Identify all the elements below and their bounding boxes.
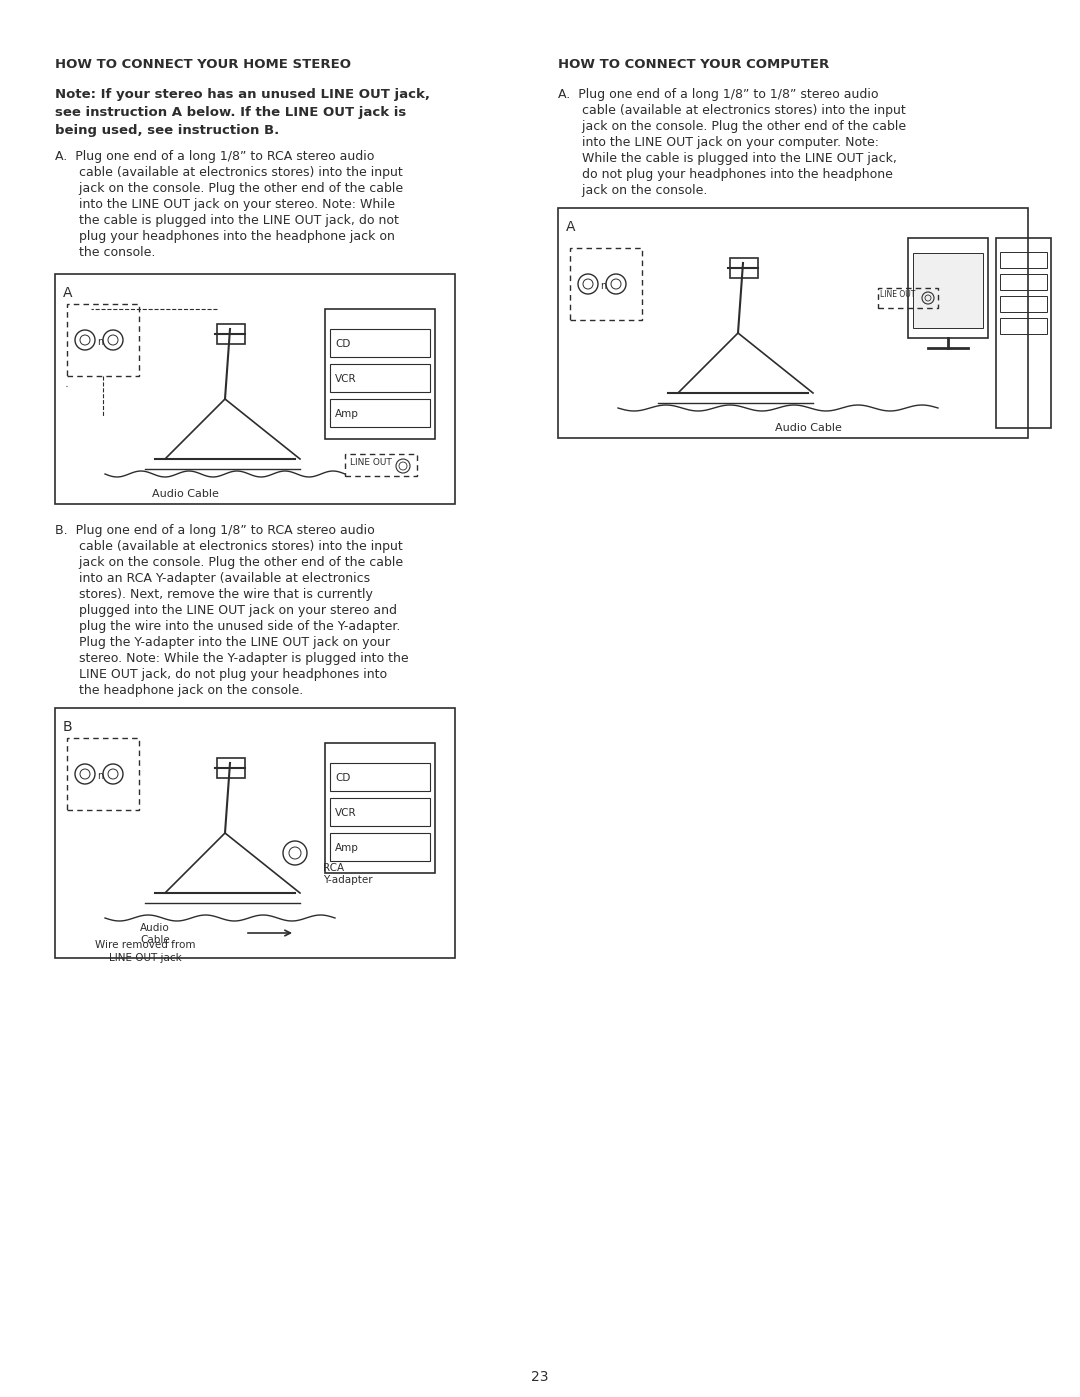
Text: Note: If your stereo has an unused LINE OUT jack,: Note: If your stereo has an unused LINE … — [55, 88, 430, 101]
Text: VCR: VCR — [335, 374, 356, 384]
Bar — [908, 237, 988, 338]
Bar — [558, 208, 1028, 439]
Bar — [55, 274, 455, 504]
Text: B: B — [63, 719, 72, 733]
Text: into an RCA Y-adapter (available at electronics: into an RCA Y-adapter (available at elec… — [55, 571, 370, 585]
Text: Plug the Y-adapter into the LINE OUT jack on your: Plug the Y-adapter into the LINE OUT jac… — [55, 636, 390, 650]
Bar — [730, 258, 758, 278]
Text: the cable is plugged into the LINE OUT jack, do not: the cable is plugged into the LINE OUT j… — [55, 214, 399, 226]
Text: n: n — [600, 281, 606, 291]
Text: Amp: Amp — [335, 409, 359, 419]
Bar — [330, 365, 430, 393]
Text: Audio Cable: Audio Cable — [151, 489, 218, 499]
Text: CD: CD — [335, 773, 350, 782]
Bar — [1000, 274, 1047, 291]
Text: plugged into the LINE OUT jack on your stereo and: plugged into the LINE OUT jack on your s… — [55, 604, 397, 617]
Text: being used, see instruction B.: being used, see instruction B. — [55, 124, 280, 137]
Text: A.  Plug one end of a long 1/8” to 1/8” stereo audio: A. Plug one end of a long 1/8” to 1/8” s… — [558, 88, 878, 101]
Bar — [913, 253, 983, 328]
Text: plug the wire into the unused side of the Y-adapter.: plug the wire into the unused side of th… — [55, 620, 401, 633]
Text: jack on the console. Plug the other end of the cable: jack on the console. Plug the other end … — [55, 556, 403, 569]
Text: do not plug your headphones into the headphone: do not plug your headphones into the hea… — [558, 168, 893, 182]
Text: cable (available at electronics stores) into the input: cable (available at electronics stores) … — [55, 541, 403, 553]
Text: into the LINE OUT jack on your computer. Note:: into the LINE OUT jack on your computer.… — [558, 136, 879, 149]
Text: B.  Plug one end of a long 1/8” to RCA stereo audio: B. Plug one end of a long 1/8” to RCA st… — [55, 524, 375, 536]
Bar — [217, 759, 245, 778]
Bar — [330, 330, 430, 358]
Bar — [330, 400, 430, 427]
Text: n: n — [97, 337, 104, 346]
Text: plug your headphones into the headphone jack on: plug your headphones into the headphone … — [55, 231, 395, 243]
Bar — [570, 249, 642, 320]
Text: 23: 23 — [531, 1370, 549, 1384]
Bar — [55, 708, 455, 958]
Bar — [330, 763, 430, 791]
Bar — [325, 309, 435, 439]
Text: jack on the console. Plug the other end of the cable: jack on the console. Plug the other end … — [55, 182, 403, 196]
Text: CD: CD — [335, 339, 350, 349]
Text: HOW TO CONNECT YOUR HOME STEREO: HOW TO CONNECT YOUR HOME STEREO — [55, 59, 351, 71]
Bar — [325, 743, 435, 873]
Bar — [1000, 296, 1047, 312]
Text: A.  Plug one end of a long 1/8” to RCA stereo audio: A. Plug one end of a long 1/8” to RCA st… — [55, 149, 375, 163]
Text: A: A — [63, 286, 72, 300]
Text: the console.: the console. — [55, 246, 156, 258]
Text: LINE OUT jack: LINE OUT jack — [109, 953, 181, 963]
Text: LINE OUT: LINE OUT — [350, 458, 392, 467]
Text: Audio
Cable: Audio Cable — [140, 923, 170, 944]
Text: A: A — [566, 219, 576, 235]
Text: LINE OUT: LINE OUT — [880, 291, 916, 299]
Bar — [996, 237, 1051, 427]
Bar — [330, 798, 430, 826]
Text: jack on the console. Plug the other end of the cable: jack on the console. Plug the other end … — [558, 120, 906, 133]
Text: stereo. Note: While the Y-adapter is plugged into the: stereo. Note: While the Y-adapter is plu… — [55, 652, 408, 665]
Text: RCA
Y-adapter: RCA Y-adapter — [323, 863, 373, 884]
Text: stores). Next, remove the wire that is currently: stores). Next, remove the wire that is c… — [55, 588, 373, 601]
Text: into the LINE OUT jack on your stereo. Note: While: into the LINE OUT jack on your stereo. N… — [55, 198, 395, 211]
Text: jack on the console.: jack on the console. — [558, 184, 707, 197]
Text: LINE OUT jack, do not plug your headphones into: LINE OUT jack, do not plug your headphon… — [55, 668, 387, 680]
Text: n: n — [97, 771, 104, 781]
Bar — [217, 324, 245, 344]
Bar — [67, 305, 139, 376]
Text: Amp: Amp — [335, 842, 359, 854]
Text: see instruction A below. If the LINE OUT jack is: see instruction A below. If the LINE OUT… — [55, 106, 406, 119]
Bar — [330, 833, 430, 861]
Text: VCR: VCR — [335, 807, 356, 819]
Bar — [1000, 319, 1047, 334]
Bar — [878, 288, 939, 307]
Text: While the cable is plugged into the LINE OUT jack,: While the cable is plugged into the LINE… — [558, 152, 896, 165]
Bar — [1000, 251, 1047, 268]
Text: the headphone jack on the console.: the headphone jack on the console. — [55, 685, 303, 697]
Text: Wire removed from: Wire removed from — [95, 940, 195, 950]
Bar — [67, 738, 139, 810]
Text: HOW TO CONNECT YOUR COMPUTER: HOW TO CONNECT YOUR COMPUTER — [558, 59, 829, 71]
Text: cable (available at electronics stores) into the input: cable (available at electronics stores) … — [55, 166, 403, 179]
Bar — [345, 454, 417, 476]
Text: Audio Cable: Audio Cable — [774, 423, 841, 433]
Text: cable (available at electronics stores) into the input: cable (available at electronics stores) … — [558, 103, 906, 117]
